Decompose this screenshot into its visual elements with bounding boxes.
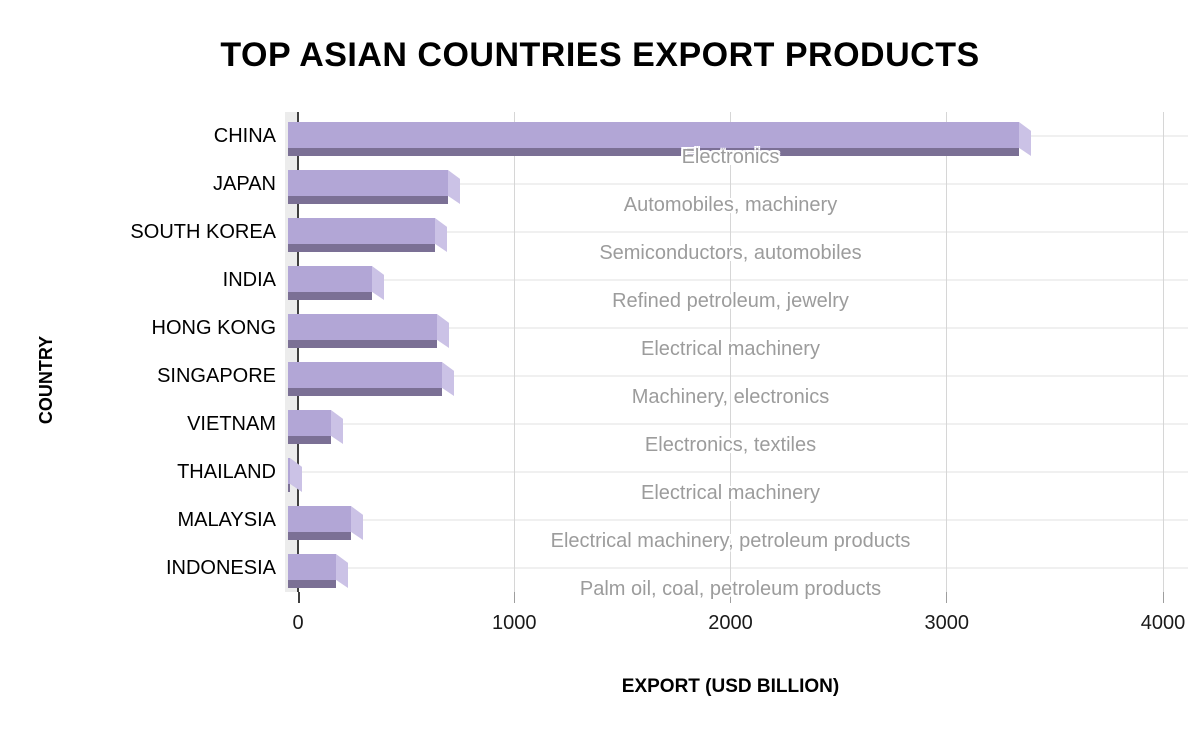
bar-bottom-face <box>288 340 437 348</box>
bar-malaysia <box>288 506 363 540</box>
x-tick-mark <box>513 592 515 603</box>
horizontal-gridline <box>298 327 1188 329</box>
bar-end-cap <box>442 362 454 396</box>
bar-end-cap <box>351 506 363 540</box>
horizontal-gridline <box>298 471 1188 473</box>
vertical-gridline <box>730 112 731 592</box>
x-tick-label: 4000 <box>1140 612 1186 634</box>
category-label: THAILAND <box>177 461 276 483</box>
x-tick-label: 3000 <box>924 612 970 634</box>
bar-hong-kong <box>288 314 449 348</box>
bar-end-cap <box>448 170 460 204</box>
x-tick-label: 2000 <box>708 612 753 634</box>
horizontal-gridline <box>298 375 1188 377</box>
bar-face <box>288 266 372 292</box>
category-label: JAPAN <box>213 173 276 195</box>
x-tick-label: 0 <box>292 612 304 634</box>
bar-face <box>288 458 290 484</box>
bar-face <box>288 362 442 388</box>
x-tick-mark <box>946 592 948 603</box>
bar-annotation: Electrical machinery <box>641 482 820 504</box>
category-label: INDIA <box>222 269 276 291</box>
bar-end-cap <box>372 266 384 300</box>
bar-annotation: Electronics <box>681 146 780 168</box>
category-label: INDONESIA <box>165 557 276 579</box>
vertical-gridline <box>1162 112 1164 592</box>
x-tick-label: 1000 <box>492 612 537 634</box>
x-tick-mark <box>730 592 731 603</box>
bar-bottom-face <box>288 196 448 204</box>
bar-end-cap <box>290 458 302 492</box>
bar-china <box>288 122 1031 156</box>
bar-end-cap <box>435 218 447 252</box>
bar-face <box>288 410 331 436</box>
bar-bottom-face <box>288 580 336 588</box>
bar-annotation: Machinery, electronics <box>631 386 830 408</box>
horizontal-gridline <box>298 519 1188 521</box>
bar-annotation: Electrical machinery <box>641 338 820 360</box>
bar-indonesia <box>288 554 348 588</box>
bar-annotation: Semiconductors, automobiles <box>599 242 862 264</box>
bar-bottom-face <box>288 388 442 396</box>
bar-bottom-face <box>288 292 372 300</box>
bar-end-cap <box>1019 122 1031 156</box>
bar-end-cap <box>336 554 348 588</box>
x-axis-title: EXPORT (USD BILLION) <box>621 676 840 697</box>
bar-vietnam <box>288 410 343 444</box>
bar-annotation: Electronics, textiles <box>644 434 817 456</box>
horizontal-gridline <box>298 279 1188 281</box>
vertical-gridline <box>946 112 948 592</box>
x-tick-mark <box>1162 592 1164 603</box>
category-label: MALAYSIA <box>177 509 276 531</box>
chart-title: TOP ASIAN COUNTRIES EXPORT PRODUCTS <box>220 36 980 74</box>
bar-japan <box>288 170 460 204</box>
category-label: SOUTH KOREA <box>130 221 276 243</box>
bar-face <box>288 218 435 244</box>
bar-face <box>288 122 1019 148</box>
category-label: VIETNAM <box>187 413 276 435</box>
horizontal-gridline <box>298 423 1188 425</box>
bar-annotation: Palm oil, coal, petroleum products <box>579 578 882 600</box>
x-tick-mark <box>297 592 300 603</box>
bar-annotation: Refined petroleum, jewelry <box>612 290 849 312</box>
category-label: SINGAPORE <box>157 365 276 387</box>
bar-face <box>288 554 336 580</box>
horizontal-gridline <box>298 183 1188 185</box>
bar-face <box>288 170 448 196</box>
bar-end-cap <box>331 410 343 444</box>
bar-india <box>288 266 384 300</box>
bar-bottom-face <box>288 244 435 252</box>
bar-bottom-face <box>288 484 290 492</box>
bar-bottom-face <box>288 436 331 444</box>
horizontal-gridline <box>298 231 1188 233</box>
horizontal-gridline <box>298 567 1188 569</box>
bar-thailand <box>288 458 302 492</box>
bar-annotation: Electrical machinery, petroleum products <box>550 530 911 552</box>
bar-end-cap <box>437 314 449 348</box>
vertical-gridline <box>513 112 515 592</box>
category-label: HONG KONG <box>151 317 276 339</box>
bar-bottom-face <box>288 148 1019 156</box>
bar-bottom-face <box>288 532 351 540</box>
bar-singapore <box>288 362 454 396</box>
bar-face <box>288 506 351 532</box>
bar-annotation: Automobiles, machinery <box>623 194 838 216</box>
bar-face <box>288 314 437 340</box>
category-label: CHINA <box>213 125 276 147</box>
bar-south-korea <box>288 218 447 252</box>
y-axis-line <box>297 112 299 592</box>
